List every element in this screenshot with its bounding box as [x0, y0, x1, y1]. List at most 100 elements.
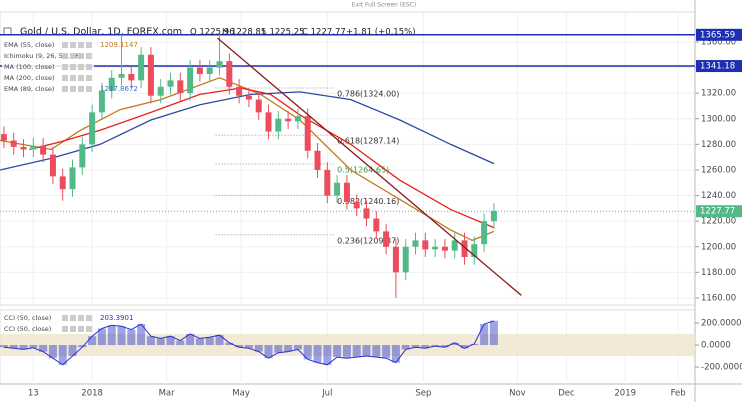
cci-bar	[342, 345, 351, 359]
candle-body	[285, 118, 292, 122]
candle-body	[265, 112, 272, 132]
cci-bar	[303, 345, 312, 360]
candle-body	[49, 154, 56, 177]
candle-body	[461, 240, 468, 257]
y-tick-label: 1220.00	[701, 217, 736, 227]
candle-body	[118, 73, 125, 78]
cci-bar	[156, 338, 165, 346]
candle-body	[245, 95, 252, 100]
legend-icon[interactable]	[62, 326, 68, 332]
candle-body	[383, 231, 390, 247]
legend-icon[interactable]	[70, 53, 76, 59]
legend-icon[interactable]	[62, 64, 68, 70]
legend-icon[interactable]	[78, 75, 84, 81]
cci-bar	[137, 324, 146, 346]
candle-body	[69, 167, 76, 190]
cci-bar	[107, 325, 116, 346]
price-label: 1341.18	[700, 62, 735, 72]
legend-icon[interactable]	[62, 86, 68, 92]
legend-icon[interactable]	[70, 326, 76, 332]
candle-body	[324, 169, 331, 196]
legend-icon[interactable]	[78, 86, 84, 92]
candle-body	[481, 221, 488, 245]
cci-bar	[293, 345, 302, 350]
legend-icon[interactable]	[62, 315, 68, 321]
legend-icon[interactable]	[62, 75, 68, 81]
legend-icon[interactable]	[86, 326, 92, 332]
legend-icon[interactable]	[86, 75, 92, 81]
legend-icon[interactable]	[78, 326, 84, 332]
legend-icon[interactable]	[70, 86, 76, 92]
cci-bar	[480, 324, 489, 346]
ohlc-value: H 1228.85	[222, 28, 266, 38]
candle-body	[157, 86, 164, 96]
ohlc-value: +1.81 (+0.15%)	[346, 28, 416, 38]
legend-icon[interactable]	[70, 315, 76, 321]
legend-icon[interactable]	[70, 75, 76, 81]
legend-icon[interactable]	[86, 86, 92, 92]
legend-icon[interactable]	[86, 64, 92, 70]
cci-bar	[48, 345, 57, 359]
cci-bar	[186, 334, 195, 346]
cci-bar	[333, 345, 342, 358]
cci-bar	[58, 345, 67, 365]
legend-icon[interactable]	[78, 42, 84, 48]
legend-icon[interactable]	[78, 64, 84, 70]
candle-body	[147, 54, 154, 96]
legend-icon[interactable]	[70, 64, 76, 70]
grid	[0, 12, 695, 384]
cci-bar	[470, 343, 479, 346]
cci-bar	[176, 340, 185, 346]
y-tick-label: 1200.00	[701, 242, 736, 252]
cci-bar	[235, 345, 244, 348]
cci-bar	[225, 342, 234, 346]
candle-body	[343, 182, 350, 202]
cci-value: 203.3901	[100, 314, 133, 322]
cci-bar	[382, 345, 391, 359]
last-price-box	[696, 205, 742, 218]
exit-fullscreen[interactable]: Exit Full Screen (ESC)	[352, 2, 416, 9]
fib-label: 0.618(1287.14)	[337, 137, 399, 146]
x-tick-label: 2019	[614, 389, 636, 399]
candle-body	[353, 201, 360, 209]
price-label: 1365.59	[700, 30, 735, 40]
fib-label: 0.236(1209.37)	[337, 236, 399, 245]
legend-icon[interactable]	[62, 53, 68, 59]
last-price-label: 1227.77	[700, 207, 735, 217]
legend-icon[interactable]	[78, 315, 84, 321]
legend-label: EMA (89, close)	[4, 85, 54, 93]
x-tick-label: Jul	[321, 389, 332, 399]
candle-body	[432, 246, 439, 250]
cci-tick-label: 0.0000	[701, 341, 731, 351]
cci-bar	[450, 342, 459, 346]
ohlc-value: C 1227.77	[302, 28, 346, 38]
candle-body	[30, 145, 37, 150]
ohlc-value: L 1225.25	[262, 28, 305, 38]
x-tick-label: 2018	[81, 389, 103, 399]
cci-band	[0, 334, 695, 357]
cci-bar	[362, 345, 371, 357]
y-tick-label: 1180.00	[701, 268, 736, 278]
legend-icon[interactable]	[86, 53, 92, 59]
candle-body	[363, 208, 370, 219]
legend-icon[interactable]	[86, 42, 92, 48]
legend-label: MA (100, close)	[4, 63, 54, 71]
cci-bar	[391, 345, 400, 363]
y-tick-label: 1360.00	[701, 37, 736, 47]
candle-body	[196, 67, 203, 74]
legend-icon[interactable]	[86, 315, 92, 321]
cci-bar	[117, 326, 126, 346]
candle-body	[167, 80, 174, 87]
cci-bar	[460, 345, 469, 349]
candle-body	[138, 54, 145, 81]
legend-icon[interactable]	[70, 42, 76, 48]
candle-body	[422, 240, 429, 250]
legend-label: MA (200, close)	[4, 74, 54, 82]
legend-value: 1209.1147	[100, 41, 138, 49]
cci-bar	[0, 345, 8, 348]
candle-body	[20, 146, 27, 150]
legend-icon[interactable]	[62, 42, 68, 48]
x-tick-label: Sep	[415, 389, 431, 399]
candle-body	[334, 182, 341, 196]
legend-icon[interactable]	[78, 53, 84, 59]
